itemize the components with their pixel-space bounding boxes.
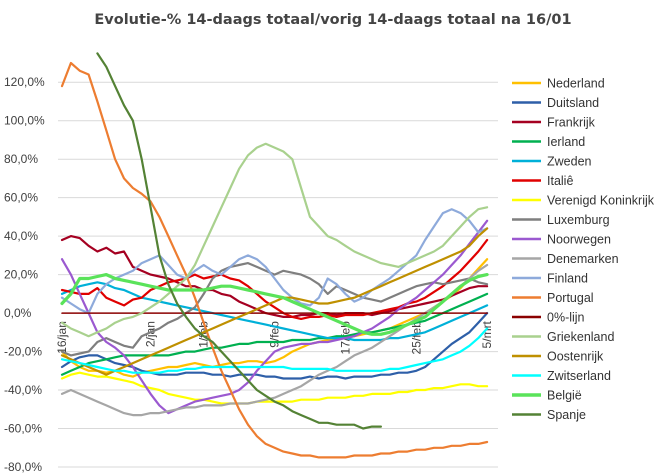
legend-label: 0%-lijn <box>547 311 585 325</box>
series-line <box>60 258 489 378</box>
x-tick-label: 16/jan <box>55 321 69 354</box>
legend-entry: Zweden <box>512 155 592 169</box>
legend-label: Duitsland <box>547 96 599 110</box>
legend-label: Frankrijk <box>547 116 596 130</box>
legend-entry: Portugal <box>512 291 594 305</box>
y-tick-label: 0,0% <box>4 306 32 320</box>
series-line <box>60 61 489 459</box>
y-tick-label: 120,0% <box>4 75 45 89</box>
y-tick-label: 60,0% <box>4 191 38 205</box>
legend-label: Noorwegen <box>547 233 611 247</box>
legend-entry: Luxemburg <box>512 213 610 227</box>
series-line <box>60 263 489 417</box>
series-line <box>60 292 489 376</box>
legend-label: Italiê <box>547 174 573 188</box>
series-line <box>60 281 489 342</box>
legend: Nederland Duitsland Frankrijk Ierland Zweden… <box>512 77 655 422</box>
x-tick-label: 25/feb <box>409 321 423 355</box>
legend-label: Finland <box>547 272 588 286</box>
legend-entry: België <box>512 389 582 403</box>
y-tick-label: 100,0% <box>4 114 45 128</box>
chart-title: Evolutie-% 14-daags totaal/vorig 14-daag… <box>94 12 571 28</box>
series-line <box>60 238 489 320</box>
legend-label: Ierland <box>547 135 585 149</box>
series-line <box>60 208 489 315</box>
legend-entry: Zwitserland <box>512 369 611 383</box>
series-line <box>96 52 382 430</box>
series-line <box>60 227 489 376</box>
series-line <box>60 262 489 357</box>
y-tick-label: -80,0% <box>4 460 42 474</box>
y-tick-label: 40,0% <box>4 229 38 243</box>
legend-entry: Frankrijk <box>512 116 596 130</box>
y-axis: 120,0% 100,0% 80,0% 60,0% 40,0% 20,0% 0,0% -20,… <box>4 75 45 474</box>
series-line <box>60 273 489 336</box>
legend-entry: Verenigd Koninkrijk <box>512 194 655 208</box>
series-group <box>60 52 489 459</box>
legend-label: Spanje <box>547 408 586 422</box>
legend-label: Zweden <box>547 155 592 169</box>
y-tick-label: -60,0% <box>4 422 42 436</box>
y-tick-label: -20,0% <box>4 345 42 359</box>
legend-entry: Spanje <box>512 408 586 422</box>
y-tick-label: -40,0% <box>4 383 42 397</box>
legend-entry: Noorwegen <box>512 233 611 247</box>
y-tick-label: 80,0% <box>4 152 38 166</box>
legend-entry: Oostenrijk <box>512 350 604 364</box>
series-line <box>60 142 489 338</box>
legend-entry: 0%-lijn <box>512 311 585 325</box>
grid <box>58 81 498 468</box>
legend-label: Denemarken <box>547 252 619 266</box>
legend-entry: Duitsland <box>512 96 599 110</box>
series-line <box>60 327 489 374</box>
legend-entry: Denemarken <box>512 252 619 266</box>
x-tick-label: 5/mrt <box>480 320 494 348</box>
x-tick-label: 1/feb <box>197 321 211 348</box>
legend-label: Verenigd Koninkrijk <box>547 194 655 208</box>
legend-label: Luxemburg <box>547 213 610 227</box>
legend-entry: Griekenland <box>512 330 614 344</box>
y-tick-label: 20,0% <box>4 268 38 282</box>
series-line <box>60 219 489 415</box>
legend-entry: Italiê <box>512 174 573 188</box>
legend-label: Nederland <box>547 77 605 91</box>
legend-label: Oostenrijk <box>547 350 604 364</box>
legend-label: België <box>547 389 582 403</box>
legend-label: Zwitserland <box>547 369 611 383</box>
legend-label: Griekenland <box>547 330 614 344</box>
legend-entry: Nederland <box>512 77 605 91</box>
legend-entry: Finland <box>512 272 588 286</box>
legend-entry: Ierland <box>512 135 585 149</box>
legend-label: Portugal <box>547 291 594 305</box>
x-tick-label: 2/jan <box>144 321 158 347</box>
series-line <box>60 235 489 318</box>
